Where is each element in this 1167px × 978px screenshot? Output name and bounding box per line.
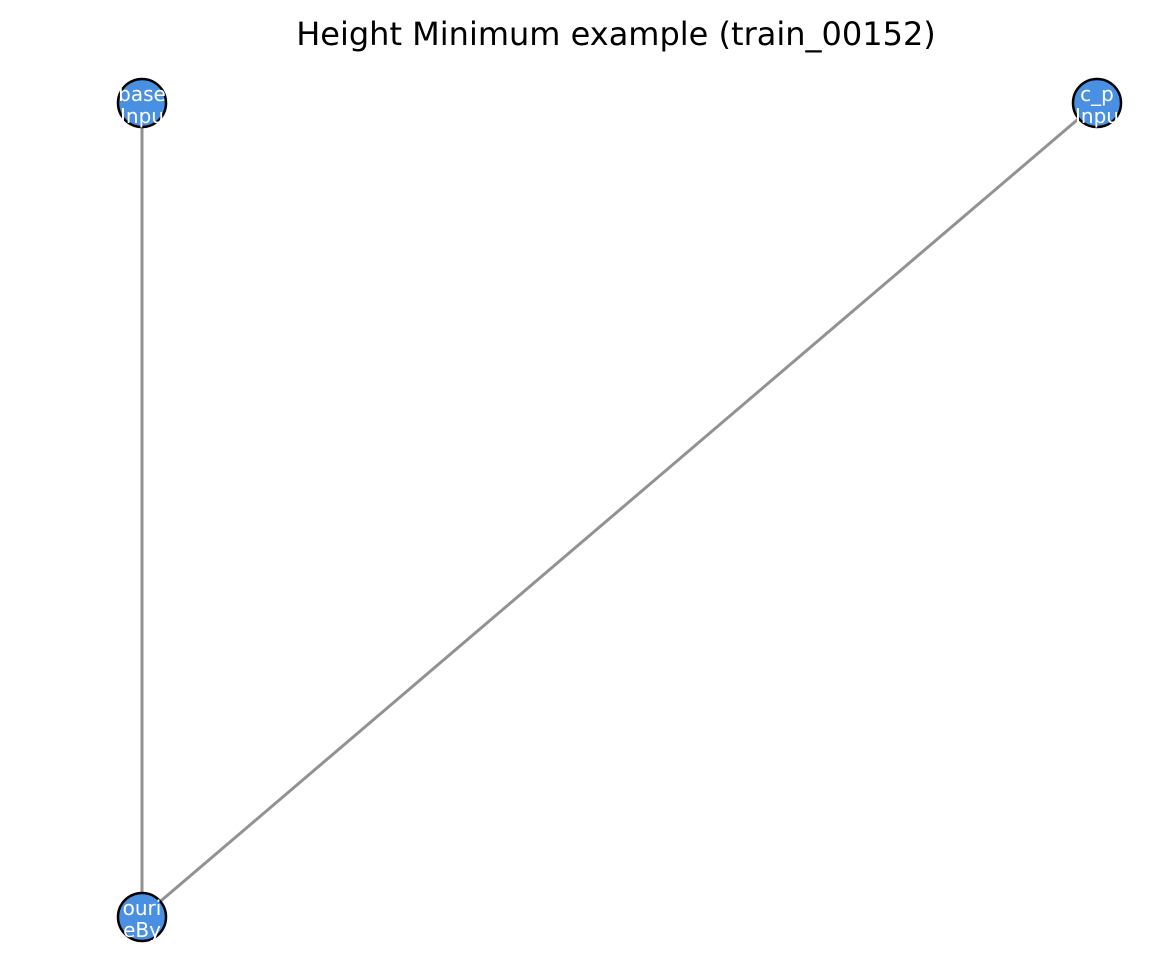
node-circle	[116, 891, 168, 943]
node-label: ouri	[123, 896, 162, 920]
node-label: Inpu	[1075, 104, 1119, 128]
node-label: eBy	[123, 918, 161, 942]
node-label: Inpu	[120, 104, 164, 128]
edge-n2-n3	[141, 101, 1098, 919]
edges-layer	[140, 101, 1098, 919]
node-circle	[1071, 77, 1123, 129]
node-label: c_p	[1080, 82, 1114, 106]
chart-title: Height Minimum example (train_00152)	[296, 15, 936, 53]
node-circle	[116, 77, 168, 129]
node-label: base	[118, 82, 166, 106]
